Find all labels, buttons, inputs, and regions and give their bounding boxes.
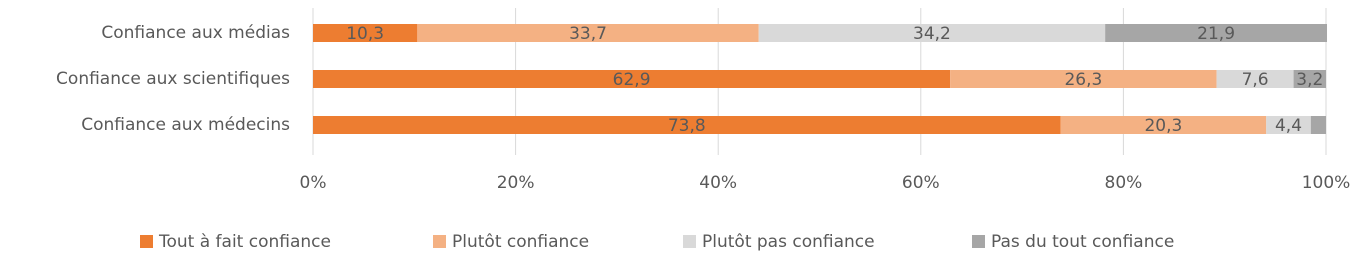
x-tick-label: 0% — [300, 173, 327, 193]
legend-swatch — [140, 235, 153, 248]
bar-segment — [313, 70, 951, 88]
bar-segment — [417, 24, 759, 42]
bar-segment — [1293, 70, 1326, 88]
legend-swatch — [433, 235, 446, 248]
bar-segment — [1266, 116, 1311, 134]
legend-swatch — [972, 235, 985, 248]
legend-label: Plutôt confiance — [452, 232, 589, 252]
data-label: 7,6 — [1242, 70, 1269, 90]
y-tick-label: Confiance aux scientifiques — [56, 69, 290, 89]
bar-segment — [1060, 116, 1267, 134]
bar-segment — [758, 24, 1106, 42]
bar-segment — [313, 116, 1061, 134]
data-label: 20,3 — [1144, 116, 1182, 136]
data-label: 73,8 — [668, 116, 706, 136]
y-tick-label: Confiance aux médecins — [81, 115, 290, 135]
data-label: 10,3 — [346, 24, 384, 44]
data-label: 21,9 — [1197, 24, 1235, 44]
bar-segment — [1310, 116, 1326, 134]
x-tick-label: 100% — [1302, 173, 1351, 193]
x-tick-label: 80% — [1105, 173, 1143, 193]
x-tick-label: 40% — [699, 173, 737, 193]
legend-swatch — [683, 235, 696, 248]
legend-label: Plutôt pas confiance — [702, 232, 875, 252]
legend-label: Pas du tout confiance — [991, 232, 1174, 252]
data-label: 4,4 — [1275, 116, 1302, 136]
legend-label: Tout à fait confiance — [158, 232, 331, 252]
data-label: 3,2 — [1296, 70, 1323, 90]
bar-segment — [313, 24, 418, 42]
data-label: 26,3 — [1064, 70, 1102, 90]
data-label: 33,7 — [569, 24, 607, 44]
data-label: 62,9 — [613, 70, 651, 90]
bar-segment — [1105, 24, 1328, 42]
data-label: 34,2 — [913, 24, 951, 44]
bar-segment — [950, 70, 1217, 88]
x-tick-label: 20% — [497, 173, 535, 193]
y-tick-label: Confiance aux médias — [101, 23, 290, 43]
x-tick-label: 60% — [902, 173, 940, 193]
bar-segment — [1216, 70, 1294, 88]
